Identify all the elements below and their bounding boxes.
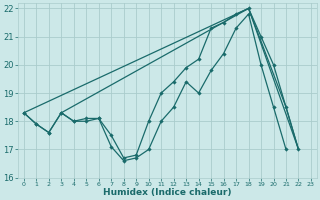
X-axis label: Humidex (Indice chaleur): Humidex (Indice chaleur) bbox=[103, 188, 232, 197]
